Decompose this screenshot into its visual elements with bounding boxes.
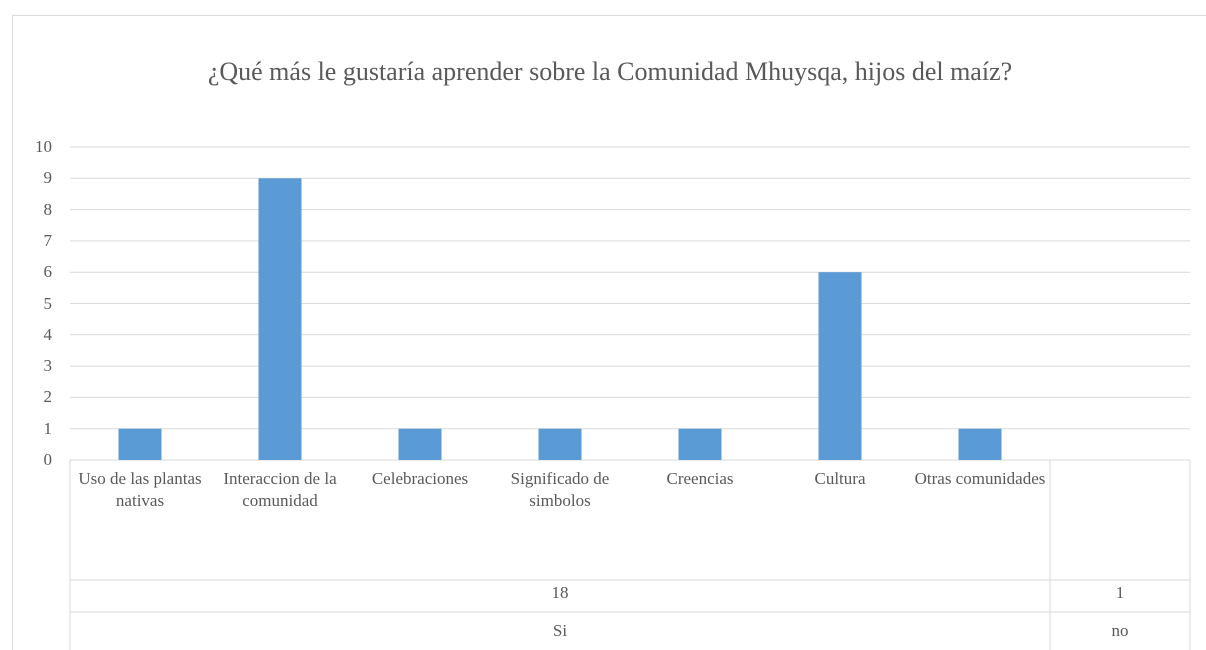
x-tick-label: Interaccion de la comunidad bbox=[223, 469, 337, 510]
chart-title: ¿Qué más le gustaría aprender sobre la C… bbox=[207, 57, 1013, 86]
y-tick-label: 5 bbox=[43, 293, 53, 313]
group-label: 18 bbox=[551, 583, 569, 602]
y-tick-label: 8 bbox=[43, 199, 53, 219]
y-tick-label: 10 bbox=[35, 137, 52, 156]
bar bbox=[678, 428, 722, 460]
bar bbox=[118, 428, 162, 460]
y-tick-label: 4 bbox=[43, 324, 53, 344]
x-tick-label: Cultura bbox=[814, 469, 866, 488]
bar bbox=[818, 272, 862, 460]
x-tick-label: Uso de las plantas nativas bbox=[78, 469, 202, 510]
bar bbox=[258, 178, 302, 461]
bar bbox=[398, 428, 442, 460]
x-tick-label: Creencias bbox=[666, 469, 734, 488]
y-tick-label: 3 bbox=[43, 356, 53, 376]
x-tick-label: Celebraciones bbox=[371, 469, 469, 488]
y-tick-label: 6 bbox=[43, 262, 53, 282]
y-tick-label: 0 bbox=[43, 450, 53, 469]
y-tick-label: 2 bbox=[43, 387, 53, 407]
chart-border bbox=[12, 15, 1206, 650]
group-label: Si bbox=[552, 621, 568, 640]
bar bbox=[538, 428, 582, 460]
x-tick-label: Significado de simbolos bbox=[510, 469, 610, 510]
y-tick-label: 1 bbox=[43, 418, 53, 438]
x-tick-label: Otras comunidades bbox=[914, 469, 1046, 488]
y-tick-label: 7 bbox=[43, 230, 53, 250]
y-tick-label: 9 bbox=[43, 168, 53, 188]
group-label: no bbox=[1111, 621, 1129, 640]
bar bbox=[958, 428, 1002, 460]
group-label: 1 bbox=[1115, 583, 1125, 602]
